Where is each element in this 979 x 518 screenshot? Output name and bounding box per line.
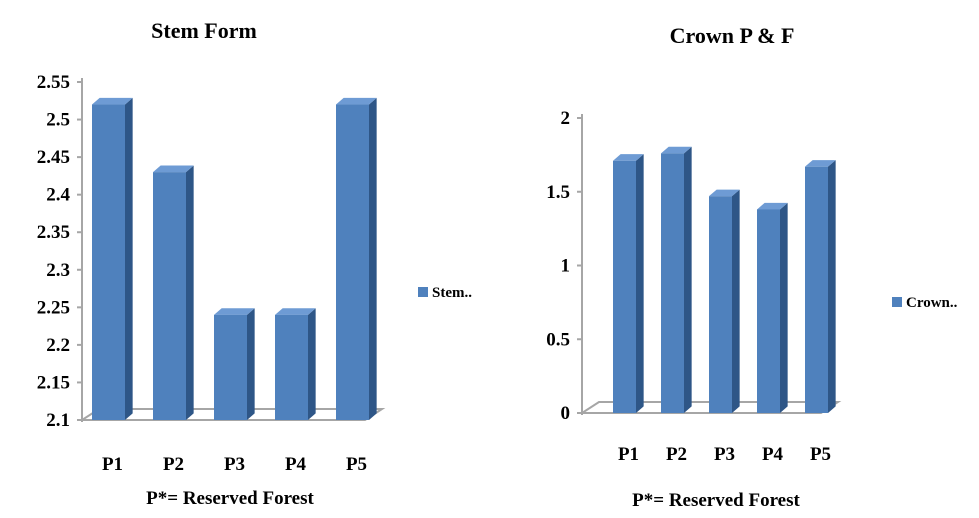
bar-top xyxy=(709,189,740,197)
y-tick-labels: 0 0.5 1 1.5 2 xyxy=(546,108,570,424)
x-tick-label: P4 xyxy=(285,454,307,475)
bar-p5 xyxy=(336,97,377,421)
crown-pf-chart: Crown P & F 0 0.5 1 1.5 2 P1 P2 P3 P4 P5 Crown..… xyxy=(546,23,957,511)
y-tick-label: 2.55 xyxy=(37,72,70,93)
bar-p5 xyxy=(805,160,836,413)
bar-p1 xyxy=(613,154,644,414)
bar-side xyxy=(308,308,316,420)
y-tick-label: 2.45 xyxy=(37,147,70,168)
bar-p4 xyxy=(275,308,316,420)
x-tick-labels: P1 P2 P3 P4 P5 xyxy=(102,454,367,475)
bar-front xyxy=(757,209,780,413)
bar-side xyxy=(186,165,194,420)
y-tick-label: 0.5 xyxy=(546,329,570,350)
y-tick-label: 1.5 xyxy=(546,182,570,203)
x-tick-label: P5 xyxy=(346,454,367,475)
y-tick-label: 2.1 xyxy=(46,410,70,431)
y-tick-label: 2.35 xyxy=(37,222,70,243)
chart-title: Stem Form xyxy=(151,18,257,43)
bar-p3 xyxy=(709,189,740,413)
bar-front xyxy=(275,314,308,420)
x-axis-label: P*= Reserved Forest xyxy=(632,490,800,511)
bar-top xyxy=(613,154,644,161)
x-tick-label: P1 xyxy=(618,444,639,465)
bars xyxy=(613,146,836,414)
stem-form-chart: Stem Form 2.12.152.22.252.32.352.42.452.… xyxy=(37,18,472,509)
x-tick-label: P1 xyxy=(102,454,123,475)
x-tick-label: P3 xyxy=(224,454,245,475)
y-tick-label: 2.5 xyxy=(46,110,70,131)
y-tick-labels: 2.1 2.15 2.2 2.25 2.3 2.35 2.4 2.45 2.5 2.55 xyxy=(37,72,71,431)
legend-label: Stem.. xyxy=(432,285,472,301)
x-tick-labels: P1 P2 P3 P4 P5 xyxy=(618,444,831,465)
y-tick-label: 2.25 xyxy=(37,297,70,318)
bar-top xyxy=(92,97,133,105)
bar-front xyxy=(92,104,125,421)
y-tick-label: 2.3 xyxy=(46,260,70,281)
bar-p3 xyxy=(214,308,255,420)
bars xyxy=(92,97,377,421)
x-tick-label: P3 xyxy=(714,444,735,465)
x-tick-label: P4 xyxy=(762,444,784,465)
bar-p2 xyxy=(153,165,194,420)
bar-top xyxy=(214,308,255,315)
bar-side xyxy=(780,202,788,413)
y-tick-label: 2.2 xyxy=(46,335,70,356)
bar-top xyxy=(805,160,836,167)
bar-side xyxy=(828,160,836,413)
y-tick-label: 0 xyxy=(561,403,571,424)
x-tick-label: P2 xyxy=(666,444,687,465)
plot-floor xyxy=(578,401,842,414)
legend: Stem.. xyxy=(418,285,472,301)
chart-axes xyxy=(577,114,842,415)
bar-p4 xyxy=(757,202,788,413)
x-tick-label: P2 xyxy=(163,454,184,475)
bar-top xyxy=(336,97,377,105)
y-tick-label: 2 xyxy=(561,108,571,129)
y-tick-label: 2.4 xyxy=(46,185,70,206)
bar-front xyxy=(336,104,369,421)
bar-front xyxy=(805,166,828,413)
y-tick-label: 2.15 xyxy=(37,372,70,393)
legend-label: Crown.. xyxy=(906,295,958,311)
bar-side xyxy=(369,97,377,420)
x-tick-label: P5 xyxy=(810,444,831,465)
legend: Crown.. xyxy=(892,295,958,311)
legend-swatch xyxy=(892,297,902,307)
bar-top xyxy=(661,146,692,154)
bar-side xyxy=(684,146,692,414)
legend-swatch xyxy=(418,287,428,297)
bar-top xyxy=(153,165,194,173)
bar-side xyxy=(125,97,133,420)
x-axis-label: P*= Reserved Forest xyxy=(146,488,314,509)
bar-front xyxy=(153,172,186,420)
bar-front xyxy=(709,196,732,413)
bar-top xyxy=(757,202,788,210)
bar-side xyxy=(732,189,740,413)
chart-title: Crown P & F xyxy=(670,23,795,48)
bar-top xyxy=(275,308,316,315)
bar-front xyxy=(613,160,636,413)
bar-p2 xyxy=(661,146,692,414)
bar-side xyxy=(636,154,644,414)
bar-side xyxy=(247,308,255,420)
bar-front xyxy=(214,314,247,420)
y-tick-label: 1 xyxy=(561,256,571,277)
bar-p1 xyxy=(92,97,133,421)
bar-front xyxy=(661,153,684,413)
